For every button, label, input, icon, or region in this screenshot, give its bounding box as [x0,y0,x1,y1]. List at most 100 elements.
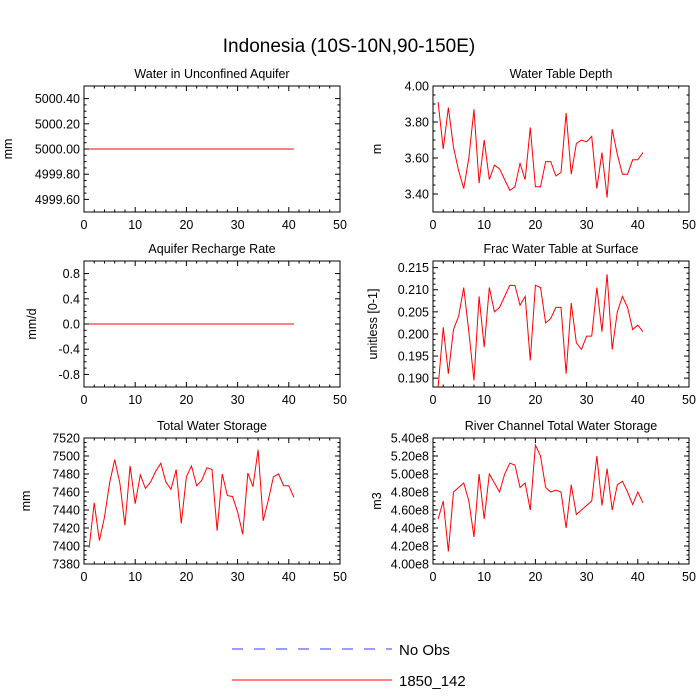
panel-water-unconfined-aquifer: Water in Unconfined Aquifer 0 10 20 30 40 50 49… [1,67,347,232]
panel-title: Water in Unconfined Aquifer [134,67,289,81]
y-tick-label: 0.8 [63,267,80,281]
panel-title: Total Water Storage [157,419,267,433]
x-tick-label: 0 [430,393,437,407]
y-tick-label: 5.00e8 [391,468,429,482]
x-tick-label: 50 [333,393,347,407]
figure-title: Indonesia (10S-10N,90-150E) [223,36,475,57]
y-tick-label: 0.195 [398,350,429,364]
panel-river-channel-storage: River Channel Total Water Storage 0 10 20 30… [370,419,696,584]
panel-title: Aquifer Recharge Rate [148,242,275,256]
y-tick-label: -0.4 [58,343,80,357]
y-axis-label: m [370,144,384,154]
series-line-1850_142 [437,274,644,388]
x-tick-label: 30 [231,393,245,407]
y-axis-label: unitless [0-1] [366,289,380,360]
x-tick-label: 50 [333,570,347,584]
y-tick-label: 5000.20 [35,117,80,131]
y-tick-label: 5.40e8 [391,432,429,446]
x-tick-label: 30 [580,570,594,584]
x-tick-label: 50 [333,218,347,232]
y-axis-label: mm/d [25,308,39,339]
x-tick-label: 30 [580,393,594,407]
legend-label-1850-142: 1850_142 [399,673,466,690]
y-axis-label: mm [19,491,33,512]
x-tick-label: 10 [477,570,491,584]
y-tick-label: 7420 [52,522,80,536]
y-tick-label: 0.0 [63,318,80,332]
x-tick-label: 30 [231,218,245,232]
legend: No Obs 1850_142 [232,642,466,690]
panel-total-water-storage: Total Water Storage 0 10 20 30 40 50 7380 7400 74… [19,419,347,584]
y-tick-label: 7480 [52,468,80,482]
series-line-1850_142 [437,443,644,552]
x-tick-label: 20 [528,218,542,232]
y-tick-label: 4.40e8 [391,522,429,536]
x-tick-label: 30 [580,218,594,232]
y-axis-label: mm [1,139,15,160]
x-tick-label: 40 [282,393,296,407]
y-tick-label: 4.60e8 [391,504,429,518]
x-tick-label: 20 [528,393,542,407]
y-tick-label: 0.4 [63,292,80,306]
plot-frame [432,260,690,388]
y-tick-label: 4.00e8 [391,558,429,572]
x-tick-label: 0 [81,570,88,584]
y-tick-label: 7440 [52,504,80,518]
y-tick-label: 5000.00 [35,143,80,157]
y-tick-label: 7500 [52,450,80,464]
panel-frac-water-table-surface: Frac Water Table at Surface 0 10 20 30 40 50 0.… [366,242,696,407]
y-tick-label: -0.8 [58,368,80,382]
y-tick-label: 0.205 [398,305,429,319]
y-tick-label: 4.00 [405,80,429,94]
y-tick-label: 3.80 [405,116,429,130]
x-tick-label: 0 [430,570,437,584]
x-tick-label: 40 [631,393,645,407]
y-tick-label: 3.40 [405,188,429,202]
y-tick-label: 3.60 [405,152,429,166]
x-tick-label: 20 [179,393,193,407]
panel-title: River Channel Total Water Storage [465,419,658,433]
y-tick-label: 4.80e8 [391,486,429,500]
x-tick-label: 0 [81,218,88,232]
series-line-1850_142 [437,102,644,198]
x-tick-label: 40 [631,218,645,232]
y-axis-label: m3 [370,492,384,509]
y-tick-label: 4999.60 [35,193,80,207]
y-tick-label: 7520 [52,432,80,446]
x-tick-label: 50 [682,218,696,232]
y-tick-label: 0.210 [398,283,429,297]
x-tick-label: 0 [81,393,88,407]
y-tick-label: 4999.80 [35,168,80,182]
x-tick-label: 30 [231,570,245,584]
x-tick-label: 40 [282,570,296,584]
y-tick-label: 0.200 [398,327,429,341]
x-tick-label: 20 [179,570,193,584]
x-tick-label: 10 [128,218,142,232]
x-tick-label: 10 [128,393,142,407]
y-tick-label: 4.20e8 [391,540,429,554]
x-tick-label: 40 [282,218,296,232]
panel-title: Frac Water Table at Surface [484,242,639,256]
y-tick-label: 7400 [52,540,80,554]
y-tick-label: 5.20e8 [391,450,429,464]
y-tick-label: 5000.40 [35,92,80,106]
x-tick-label: 0 [430,218,437,232]
panel-aquifer-recharge-rate: Aquifer Recharge Rate 0 10 20 30 40 50 -0.8 -0.4… [25,242,347,407]
panel-title: Water Table Depth [510,67,613,81]
x-tick-label: 50 [682,393,696,407]
plot-frame [432,85,690,213]
panel-water-table-depth: Water Table Depth 0 10 20 30 40 50 3.40 3.60 3.80… [370,67,696,232]
series-line-1850_142 [88,449,295,548]
plot-frame [432,437,690,565]
y-tick-label: 0.190 [398,372,429,386]
x-tick-label: 50 [682,570,696,584]
y-tick-label: 7460 [52,486,80,500]
x-tick-label: 10 [477,218,491,232]
x-tick-label: 10 [477,393,491,407]
y-tick-label: 0.215 [398,261,429,275]
x-tick-label: 10 [128,570,142,584]
x-tick-label: 20 [179,218,193,232]
y-tick-label: 7380 [52,558,80,572]
x-tick-label: 40 [631,570,645,584]
x-tick-label: 20 [528,570,542,584]
